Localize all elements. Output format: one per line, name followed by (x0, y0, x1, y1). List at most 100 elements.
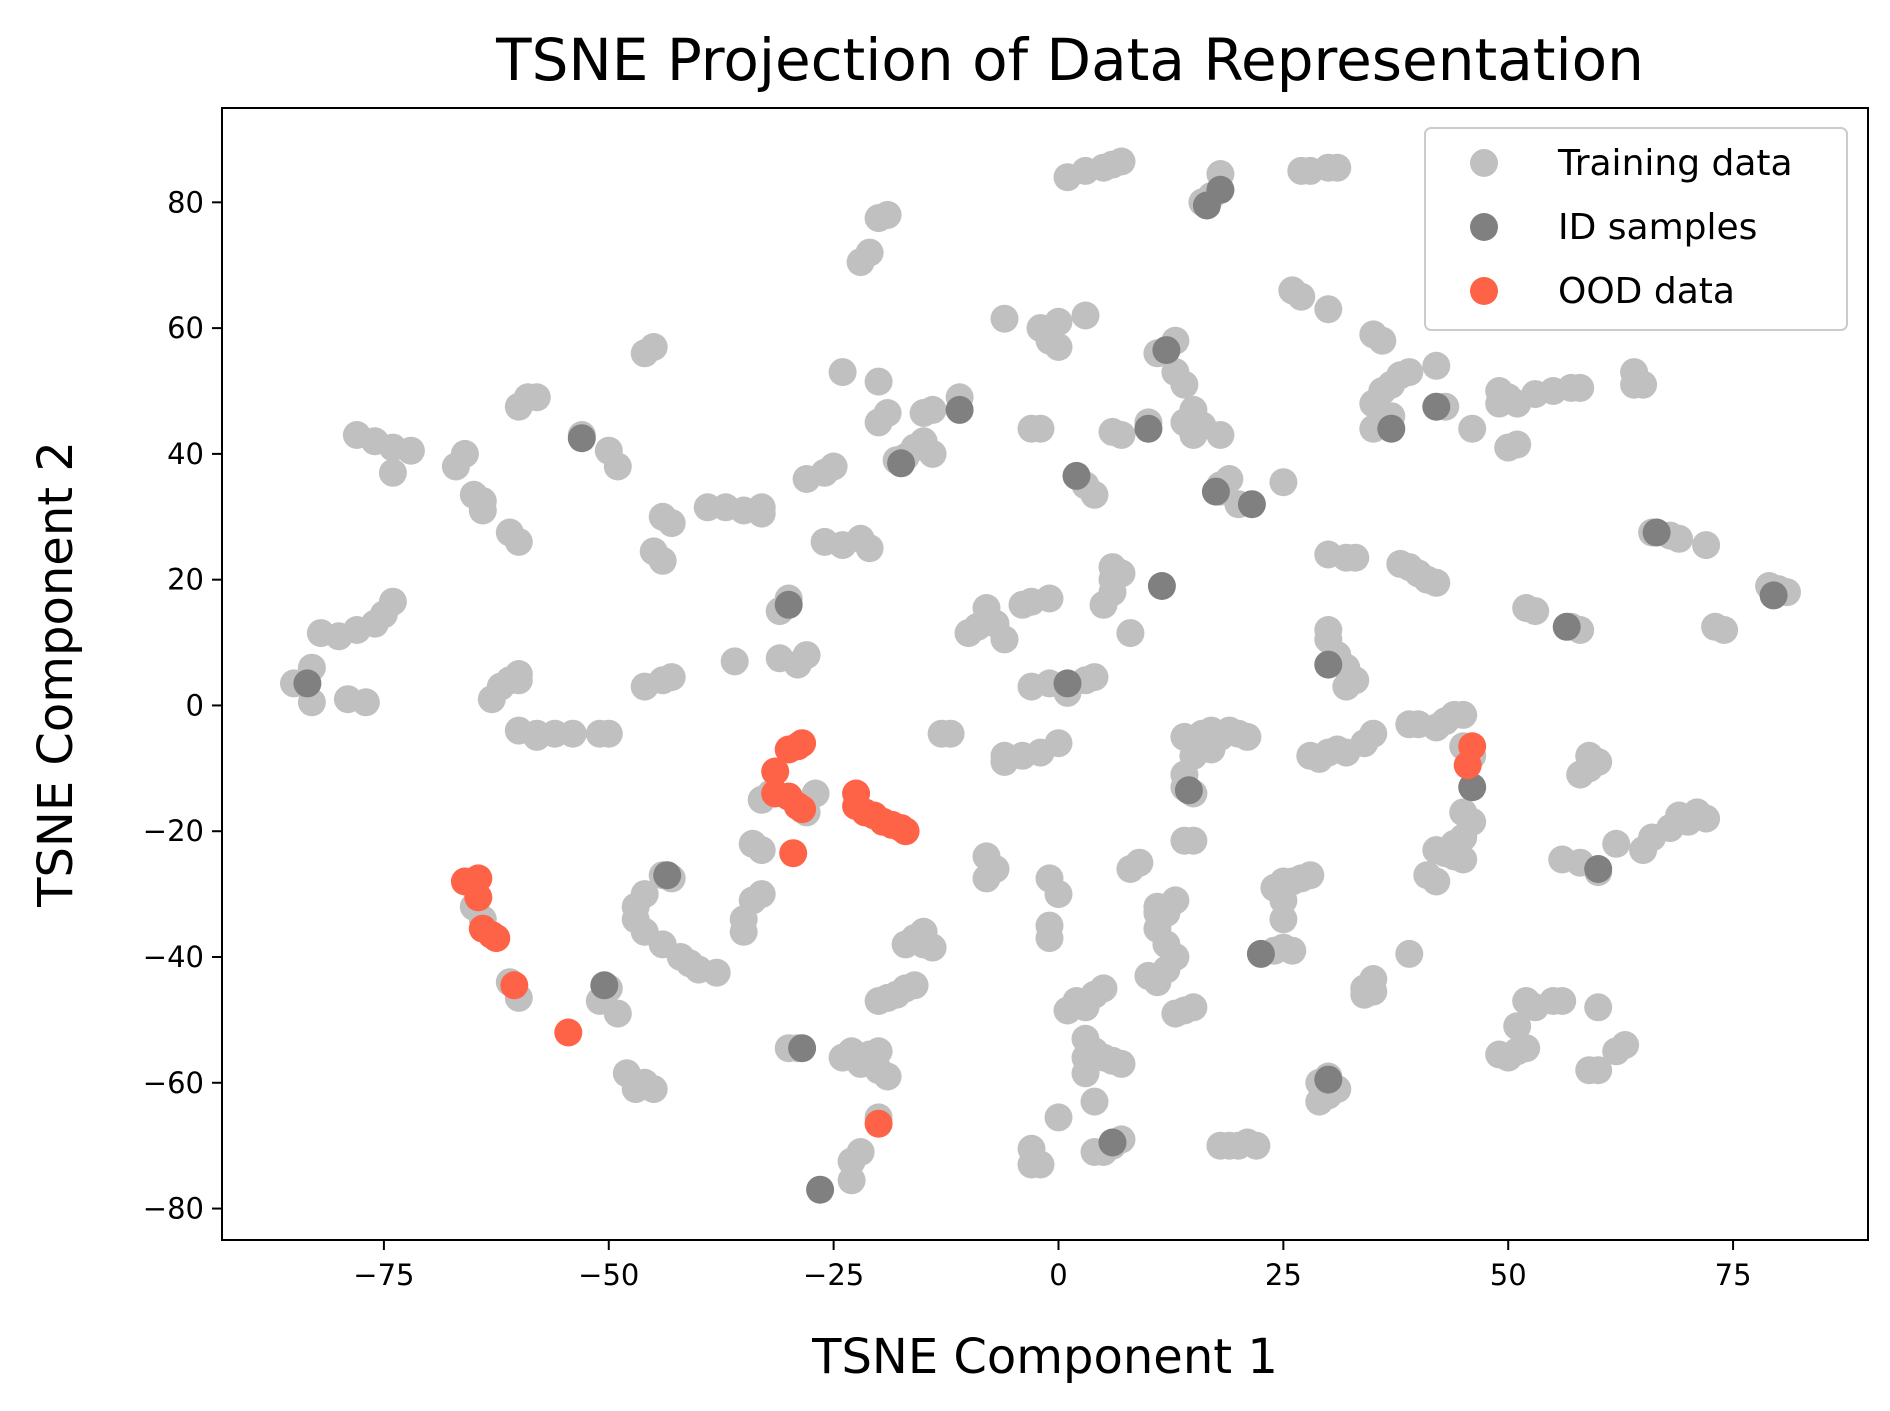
data-point (1170, 826, 1199, 855)
data-point (873, 1062, 902, 1091)
data-point (788, 795, 817, 824)
data-point (1395, 939, 1424, 968)
data-point (828, 358, 857, 387)
y-tick-label: 20 (167, 563, 204, 597)
data-point (603, 999, 632, 1028)
data-point (1314, 295, 1343, 324)
data-point (891, 817, 920, 846)
data-point (468, 496, 497, 525)
data-point (837, 1166, 866, 1195)
data-point (500, 971, 529, 1000)
data-point (1071, 1059, 1100, 1088)
data-point (1134, 961, 1163, 990)
data-point (1107, 1049, 1136, 1078)
data-point (594, 719, 623, 748)
data-point (1642, 518, 1671, 547)
data-point (864, 987, 893, 1015)
data-point (806, 1175, 835, 1204)
data-point (1611, 1031, 1640, 1059)
data-point (972, 864, 1001, 893)
legend-label: ID samples (1558, 207, 1757, 248)
legend-label: Training data (1557, 143, 1793, 184)
data-point (1485, 377, 1514, 405)
data-point (1368, 326, 1397, 355)
data-point (761, 757, 790, 786)
data-point (1233, 722, 1262, 751)
y-tick-label: −80 (143, 1192, 204, 1226)
data-point (1044, 729, 1073, 758)
data-point (657, 663, 686, 692)
data-point (1314, 650, 1343, 679)
y-tick-label: 0 (186, 688, 204, 722)
data-point (1080, 663, 1109, 692)
data-point (1125, 848, 1154, 877)
data-point (720, 647, 749, 676)
y-tick-label: −60 (143, 1066, 204, 1100)
data-point (1044, 1103, 1073, 1132)
data-point (747, 493, 776, 522)
y-tick-label: 80 (167, 185, 204, 219)
data-point (558, 719, 587, 748)
data-point (653, 861, 682, 890)
data-point (1422, 392, 1451, 421)
y-tick-label: −20 (143, 814, 204, 848)
data-point (1278, 936, 1307, 965)
data-point (1584, 855, 1613, 883)
data-point (1053, 996, 1082, 1025)
data-point (788, 729, 817, 758)
data-point (864, 1109, 893, 1138)
data-point (1710, 616, 1739, 644)
data-point (1503, 430, 1532, 459)
data-point (1512, 1034, 1541, 1063)
data-point (396, 436, 425, 465)
data-point (779, 839, 808, 868)
legend-frame (1424, 127, 1848, 331)
data-point (1242, 1131, 1271, 1160)
x-tick-label: 25 (1265, 1258, 1302, 1292)
series-ood-data (450, 729, 1487, 1138)
data-point (378, 458, 407, 487)
data-point (729, 917, 758, 946)
data-point (648, 546, 677, 575)
data-point (918, 395, 947, 424)
data-point (1201, 477, 1230, 506)
data-point (450, 439, 479, 468)
data-point (774, 590, 803, 619)
data-point (1062, 461, 1091, 490)
data-point (1170, 370, 1199, 399)
data-point (639, 333, 668, 361)
data-point (482, 924, 511, 953)
data-point (1314, 1065, 1343, 1094)
data-point (1174, 776, 1203, 805)
data-point (1107, 421, 1136, 449)
data-point (1134, 414, 1163, 443)
data-point (590, 971, 619, 1000)
x-tick-label: −50 (578, 1258, 639, 1292)
data-point (464, 883, 493, 912)
y-tick-label: 40 (167, 437, 204, 471)
data-point (855, 1040, 884, 1069)
data-point (788, 1034, 817, 1063)
data-point (1458, 414, 1487, 443)
data-point (918, 933, 947, 962)
data-point (887, 449, 916, 478)
x-axis-label: TSNE Component 1 (811, 1329, 1278, 1385)
data-point (1296, 861, 1325, 890)
data-point (1080, 1087, 1109, 1116)
data-point (1692, 804, 1721, 833)
legend-marker (1470, 149, 1498, 177)
legend: Training data ID samples OOD data (1424, 127, 1848, 331)
data-point (1377, 414, 1406, 443)
x-tick-label: 50 (1490, 1258, 1527, 1292)
data-point (1287, 282, 1316, 311)
data-point (1237, 490, 1266, 519)
data-point (1449, 700, 1478, 729)
data-point (864, 367, 893, 396)
data-point (936, 719, 965, 748)
data-point (990, 741, 1019, 770)
data-point (792, 641, 821, 670)
data-point (1566, 373, 1595, 402)
data-point (1206, 175, 1235, 204)
data-point (1116, 619, 1145, 648)
